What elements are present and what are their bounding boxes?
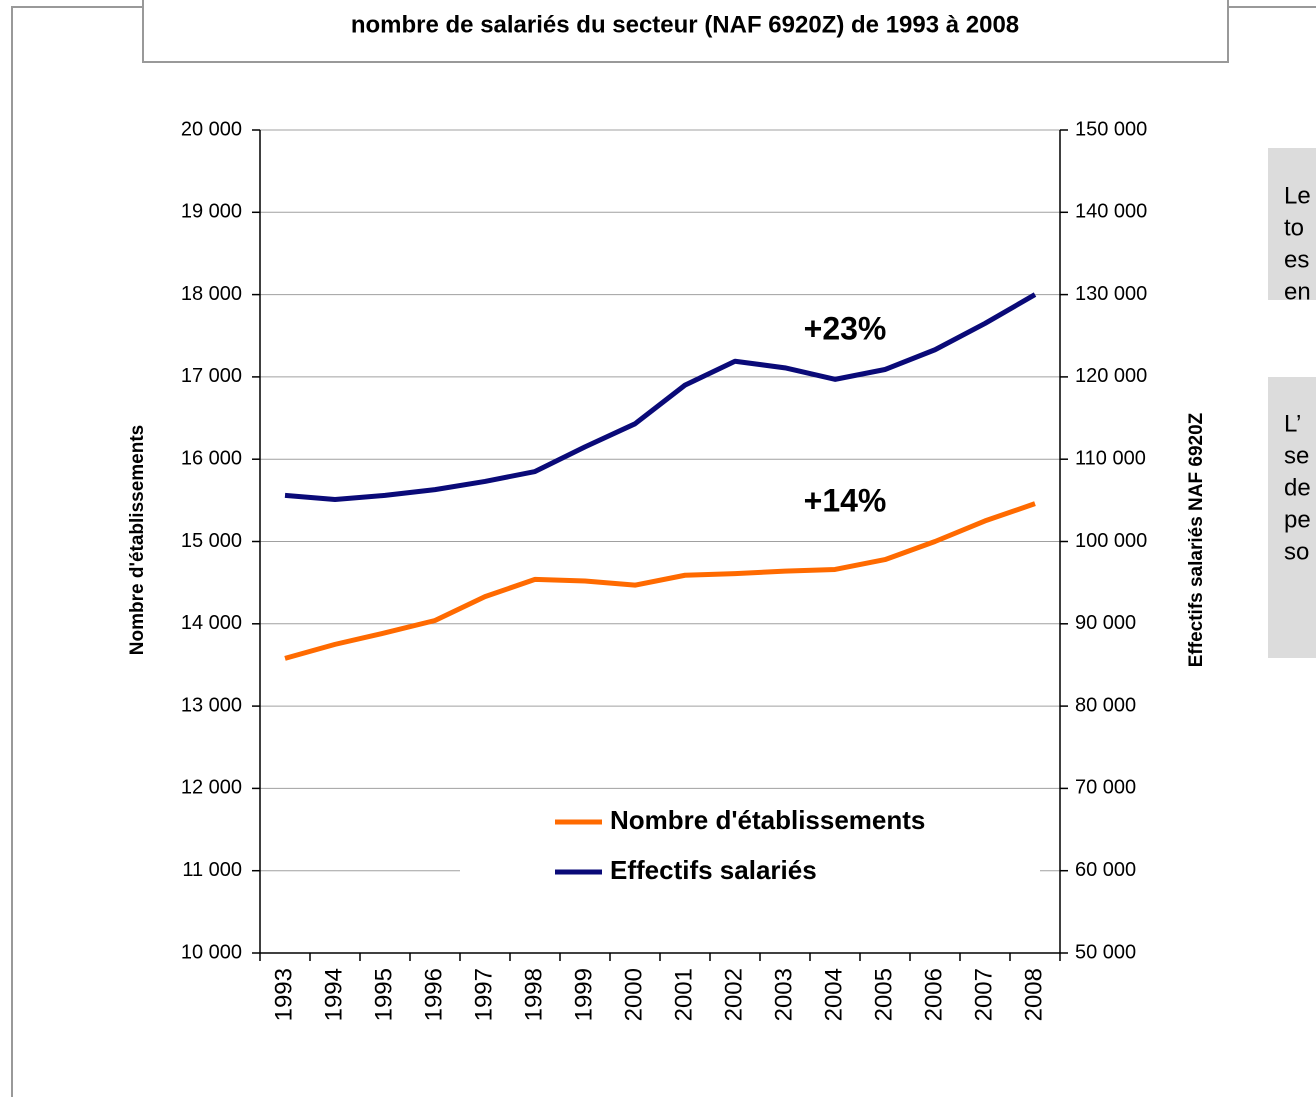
side-note: de: [1284, 474, 1311, 501]
y2-tick-label: 70 000: [1075, 777, 1136, 799]
chart-title: nombre de salariés du secteur (NAF 6920Z…: [351, 11, 1019, 38]
y2-tick-label: 60 000: [1075, 859, 1136, 881]
y-tick-label: 13 000: [181, 694, 242, 716]
series-line: [284, 501, 1036, 661]
legend-label: Nombre d'établissements: [610, 805, 925, 835]
y2-tick-label: 80 000: [1075, 694, 1136, 716]
legend-label: Effectifs salariés: [610, 855, 817, 885]
frame: [11, 6, 143, 1097]
y-axis-label: Nombre d'établissements: [127, 425, 148, 655]
x-tick-label: 2007: [970, 968, 997, 1021]
annotation: +14%: [804, 482, 887, 518]
x-tick-label: 2003: [770, 968, 797, 1021]
y-tick-label: 16 000: [181, 447, 242, 469]
y-tick-label: 10 000: [181, 941, 242, 963]
y-tick-label: 17 000: [181, 365, 242, 387]
y-tick-label: 11 000: [182, 859, 242, 881]
x-tick-label: 2006: [920, 968, 947, 1021]
x-tick-label: 2002: [720, 968, 747, 1021]
y-tick-label: 14 000: [181, 612, 242, 634]
y-tick-label: 15 000: [181, 530, 242, 552]
y2-tick-label: 120 000: [1075, 365, 1147, 387]
side-note: se: [1284, 442, 1309, 469]
x-tick-label: 1994: [320, 968, 347, 1021]
x-tick-label: 1996: [420, 968, 447, 1021]
y2-tick-label: 90 000: [1075, 612, 1136, 634]
y2-tick-label: 140 000: [1075, 201, 1147, 223]
y2-tick-label: 50 000: [1075, 941, 1136, 963]
y2-tick-label: 110 000: [1075, 447, 1146, 469]
x-tick-label: 1997: [470, 968, 497, 1021]
title-box: [142, 0, 1229, 63]
side-note: pe: [1284, 506, 1311, 533]
x-tick-label: 2005: [870, 968, 897, 1021]
x-tick-label: 1993: [270, 968, 297, 1021]
y-tick-label: 19 000: [181, 201, 242, 223]
annotation: +23%: [804, 310, 887, 346]
side-note: to: [1284, 214, 1304, 241]
y2-tick-label: 150 000: [1075, 118, 1147, 140]
side-note: so: [1284, 538, 1309, 565]
y2-tick-label: 100 000: [1075, 530, 1147, 552]
y2-axis-label: Effectifs salariés NAF 6920Z: [1186, 412, 1207, 667]
y-tick-label: 20 000: [181, 118, 242, 140]
note-box: [1268, 377, 1316, 658]
x-tick-label: 2000: [620, 968, 647, 1021]
x-tick-label: 2004: [820, 968, 847, 1021]
x-tick-label: 1998: [520, 968, 547, 1021]
series-line: [284, 292, 1037, 503]
y-tick-label: 12 000: [181, 777, 242, 799]
note-box: [1268, 148, 1316, 300]
x-tick-label: 2001: [670, 968, 697, 1021]
side-note: en: [1284, 278, 1311, 305]
x-tick-label: 1995: [370, 968, 397, 1021]
x-tick-label: 1999: [570, 968, 597, 1021]
side-note: es: [1284, 246, 1309, 273]
side-note: Le: [1284, 182, 1311, 209]
x-tick-label: 2008: [1020, 968, 1047, 1021]
side-note: L’: [1284, 410, 1301, 437]
legend-box: [460, 795, 1040, 900]
y-tick-label: 18 000: [181, 283, 242, 305]
y2-tick-label: 130 000: [1075, 283, 1147, 305]
